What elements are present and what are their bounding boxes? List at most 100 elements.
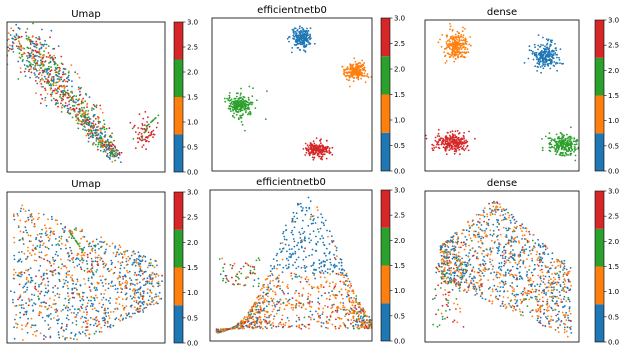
data-point bbox=[110, 136, 113, 139]
data-point bbox=[20, 271, 23, 274]
data-point bbox=[349, 76, 352, 78]
data-point bbox=[552, 139, 555, 142]
data-point bbox=[47, 218, 49, 221]
data-point bbox=[317, 297, 320, 300]
data-point bbox=[314, 277, 316, 280]
data-point bbox=[533, 53, 536, 55]
data-point bbox=[12, 51, 15, 53]
data-point bbox=[81, 315, 84, 318]
data-point bbox=[87, 243, 90, 246]
data-point bbox=[292, 264, 294, 267]
data-point bbox=[56, 293, 59, 295]
data-point bbox=[313, 142, 316, 145]
data-point bbox=[326, 306, 329, 308]
data-point bbox=[240, 96, 243, 99]
data-point bbox=[58, 244, 61, 247]
data-point bbox=[61, 90, 64, 92]
data-point bbox=[353, 306, 355, 309]
data-point bbox=[263, 299, 266, 302]
data-point bbox=[300, 205, 302, 208]
data-point bbox=[66, 111, 69, 114]
data-point bbox=[140, 139, 143, 142]
data-point bbox=[307, 196, 310, 199]
data-point bbox=[575, 148, 577, 151]
data-point bbox=[347, 319, 350, 322]
data-point bbox=[16, 326, 18, 329]
data-point bbox=[320, 138, 322, 141]
data-point bbox=[147, 135, 150, 137]
data-point bbox=[346, 327, 349, 329]
data-point bbox=[92, 120, 95, 122]
data-point bbox=[271, 310, 274, 313]
data-point bbox=[48, 314, 50, 317]
data-point bbox=[540, 44, 542, 46]
data-point bbox=[298, 248, 300, 251]
data-point bbox=[234, 108, 237, 111]
data-point bbox=[60, 235, 63, 238]
data-point bbox=[304, 278, 307, 280]
data-point bbox=[97, 243, 99, 245]
data-point bbox=[2, 31, 4, 33]
data-point bbox=[316, 209, 319, 212]
data-point bbox=[320, 284, 322, 286]
data-point bbox=[564, 146, 567, 148]
data-point bbox=[244, 321, 247, 323]
data-point bbox=[141, 124, 144, 127]
data-point bbox=[357, 62, 360, 65]
data-point bbox=[138, 281, 141, 284]
data-point bbox=[313, 146, 316, 149]
data-point bbox=[244, 111, 247, 114]
data-point bbox=[112, 272, 115, 275]
data-point bbox=[134, 294, 136, 296]
data-point bbox=[133, 253, 136, 255]
data-point bbox=[267, 284, 269, 286]
data-point bbox=[144, 260, 147, 263]
data-point bbox=[129, 295, 132, 297]
data-point bbox=[62, 71, 64, 74]
data-point bbox=[87, 116, 90, 118]
data-point bbox=[14, 305, 16, 307]
data-point bbox=[42, 273, 45, 276]
data-point bbox=[307, 224, 310, 227]
data-point bbox=[40, 232, 43, 235]
data-point bbox=[315, 146, 318, 149]
data-point bbox=[116, 308, 119, 311]
data-point bbox=[77, 312, 79, 314]
data-point bbox=[451, 148, 453, 150]
data-point bbox=[342, 304, 345, 307]
colorbar-segment bbox=[381, 18, 390, 57]
data-point bbox=[118, 151, 121, 154]
data-point bbox=[145, 148, 148, 151]
data-point bbox=[98, 302, 101, 305]
data-point bbox=[31, 248, 34, 251]
data-point bbox=[134, 131, 137, 134]
data-point bbox=[341, 65, 344, 68]
data-point bbox=[464, 28, 466, 30]
data-point bbox=[554, 150, 557, 153]
data-point bbox=[449, 131, 452, 133]
data-point bbox=[351, 73, 353, 76]
data-point bbox=[309, 142, 312, 144]
colorbar-tick-label: 3.0 bbox=[608, 17, 619, 25]
data-point bbox=[468, 130, 470, 133]
data-point bbox=[48, 62, 50, 64]
data-point bbox=[17, 60, 20, 63]
data-point bbox=[569, 139, 572, 141]
data-point bbox=[56, 309, 59, 312]
data-point bbox=[19, 210, 22, 213]
data-point bbox=[55, 89, 58, 92]
data-point bbox=[542, 44, 544, 46]
data-point bbox=[329, 315, 332, 318]
data-point bbox=[528, 45, 531, 48]
data-point bbox=[19, 71, 22, 73]
data-point bbox=[268, 315, 270, 317]
data-point bbox=[451, 51, 454, 54]
data-point bbox=[134, 288, 136, 291]
data-point bbox=[22, 208, 25, 211]
data-point bbox=[309, 27, 312, 30]
data-point bbox=[445, 36, 448, 38]
data-point bbox=[304, 32, 307, 34]
data-point bbox=[310, 213, 313, 216]
data-point bbox=[44, 254, 47, 257]
